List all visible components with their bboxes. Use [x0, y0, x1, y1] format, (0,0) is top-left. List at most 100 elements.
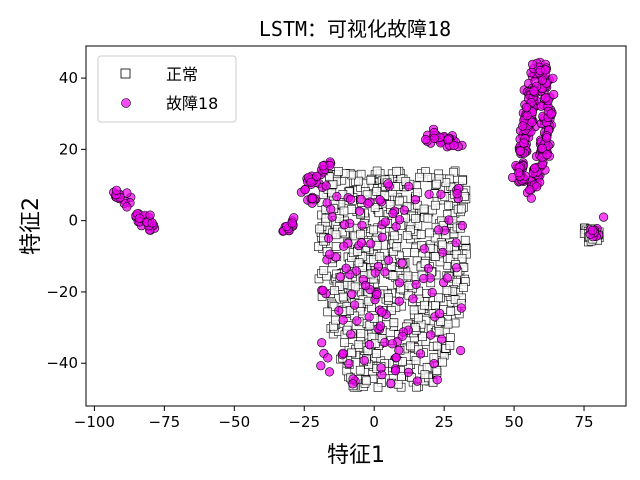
fault-point [522, 110, 532, 121]
fault-point [427, 287, 437, 298]
fault-point [540, 65, 551, 75]
fault-point [384, 255, 394, 265]
x-axis-label: 特征1 [327, 443, 385, 468]
x-axis: −100 −75 −50 −25 0 25 50 75 [74, 406, 594, 431]
normal-point [323, 307, 333, 317]
legend: 正常 故障18 [97, 55, 237, 123]
normal-point [443, 319, 453, 329]
fault-point [391, 353, 401, 363]
fault-point [419, 273, 429, 284]
fault-point [324, 233, 334, 243]
normal-point [437, 240, 447, 250]
fault-point [338, 348, 348, 359]
y-tick-label: −40 [46, 354, 78, 372]
normal-point [340, 338, 349, 348]
normal-point [330, 286, 339, 295]
normal-point [419, 300, 429, 310]
fault-point [335, 272, 346, 282]
chart-title: LSTM：可视化故障18 [259, 17, 451, 41]
fault-point [598, 212, 609, 222]
fault-point [344, 359, 354, 369]
normal-point [432, 179, 442, 189]
normal-point [372, 187, 382, 196]
normal-point [384, 293, 393, 303]
x-tick-label: −50 [218, 413, 250, 431]
fault-point [518, 121, 528, 131]
fault-point [372, 290, 382, 300]
fault-point [363, 199, 373, 209]
fault-point [341, 263, 351, 273]
y-axis-label: 特征2 [19, 197, 44, 255]
fault-point [325, 249, 335, 259]
fault-point [318, 161, 328, 171]
fault-point [404, 181, 414, 191]
normal-point [388, 271, 398, 281]
fault-point [312, 171, 322, 181]
fault-point [429, 133, 440, 143]
plot-area-frame [85, 45, 627, 407]
y-tick-label: −20 [46, 283, 78, 301]
fault-point [357, 220, 367, 230]
normal-point [392, 242, 402, 252]
fault-point [432, 375, 442, 385]
fault-point [111, 185, 122, 195]
normal-point [446, 306, 455, 316]
fault-point [452, 189, 462, 199]
fault-point [307, 194, 318, 204]
fault-point [323, 353, 333, 363]
fault-point [316, 361, 326, 371]
fault-point [364, 340, 375, 350]
fault-point [426, 330, 436, 340]
legend-label-fault: 故障18 [166, 94, 218, 113]
normal-point [425, 228, 434, 238]
normal-point [430, 252, 440, 261]
fault-point [317, 338, 327, 348]
normal-point [420, 370, 430, 379]
fault-point [376, 363, 386, 373]
fault-point [449, 140, 459, 151]
fault-point [347, 289, 357, 299]
fault-point [444, 215, 454, 225]
fault-point [456, 303, 467, 313]
normal-point [385, 200, 395, 209]
fault-point [145, 210, 155, 220]
fault-point [548, 73, 558, 83]
fault-point [122, 202, 132, 212]
fault-point [383, 179, 393, 189]
fault-point [456, 345, 466, 356]
x-tick-label: 0 [369, 413, 379, 431]
normal-point [409, 305, 419, 315]
fault-point [519, 138, 529, 148]
normal-point [356, 329, 366, 339]
fault-point [549, 89, 559, 100]
fault-point [403, 367, 414, 378]
normal-point [355, 365, 365, 375]
normal-point [459, 283, 468, 292]
fault-point [380, 337, 390, 348]
fault-point [348, 379, 358, 389]
normal-point [331, 242, 341, 251]
fault-point [318, 285, 328, 296]
normal-point [416, 230, 426, 239]
normal-point [411, 214, 421, 223]
normal-point [366, 175, 376, 185]
fault-point [424, 189, 434, 199]
fault-point [354, 206, 365, 216]
fault-point [359, 355, 369, 366]
normal-point [415, 172, 424, 182]
fault-point [451, 238, 461, 248]
normal-point [460, 235, 470, 245]
fault-point [397, 258, 407, 268]
fault-point [350, 300, 360, 310]
fault-point [412, 376, 422, 386]
normal-point [315, 224, 324, 234]
fault-point [357, 238, 367, 248]
normal-point [419, 204, 429, 214]
fault-point [530, 163, 540, 173]
y-axis: −40 −20 0 20 40 [46, 69, 86, 372]
fault-point [546, 109, 556, 119]
fault-point [436, 189, 446, 199]
x-tick-label: 50 [505, 413, 524, 431]
fault-point [321, 181, 331, 191]
fault-point [537, 75, 547, 85]
